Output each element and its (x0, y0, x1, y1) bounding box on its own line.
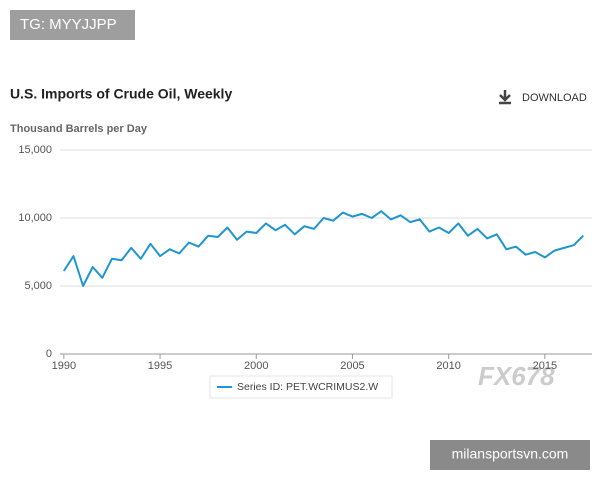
x-tick-label: 2000 (244, 360, 268, 372)
watermark: milansportsvn.com (452, 446, 569, 462)
watermark-box (10, 10, 135, 40)
chart-title: U.S. Imports of Crude Oil, Weekly (10, 86, 232, 102)
legend: Series ID: PET.WCRIMUS2.W (209, 375, 393, 399)
y-tick-label: 5,000 (24, 280, 52, 292)
watermark-box (430, 440, 590, 470)
y-tick-label: 15,000 (18, 144, 52, 156)
watermark: TG: MYYJJPP (20, 16, 117, 33)
x-tick-label: 2005 (340, 360, 364, 372)
y-axis-label: Thousand Barrels per Day (10, 123, 148, 135)
y-tick-label: 10,000 (18, 212, 52, 224)
download-icon (499, 90, 511, 105)
watermark: FX678 (478, 361, 555, 391)
x-tick-label: 1990 (52, 360, 76, 372)
data-line (62, 210, 585, 287)
legend-label: Series ID: PET.WCRIMUS2.W (237, 381, 378, 393)
x-tick-label: 2010 (436, 360, 460, 372)
y-tick-label: 0 (46, 348, 52, 360)
x-tick-label: 1995 (148, 360, 172, 372)
x-tick-label: 2015 (533, 360, 557, 372)
legend-box (209, 375, 393, 399)
download-label[interactable]: DOWNLOAD (522, 92, 587, 104)
download-button[interactable]: DOWNLOAD (499, 90, 587, 105)
